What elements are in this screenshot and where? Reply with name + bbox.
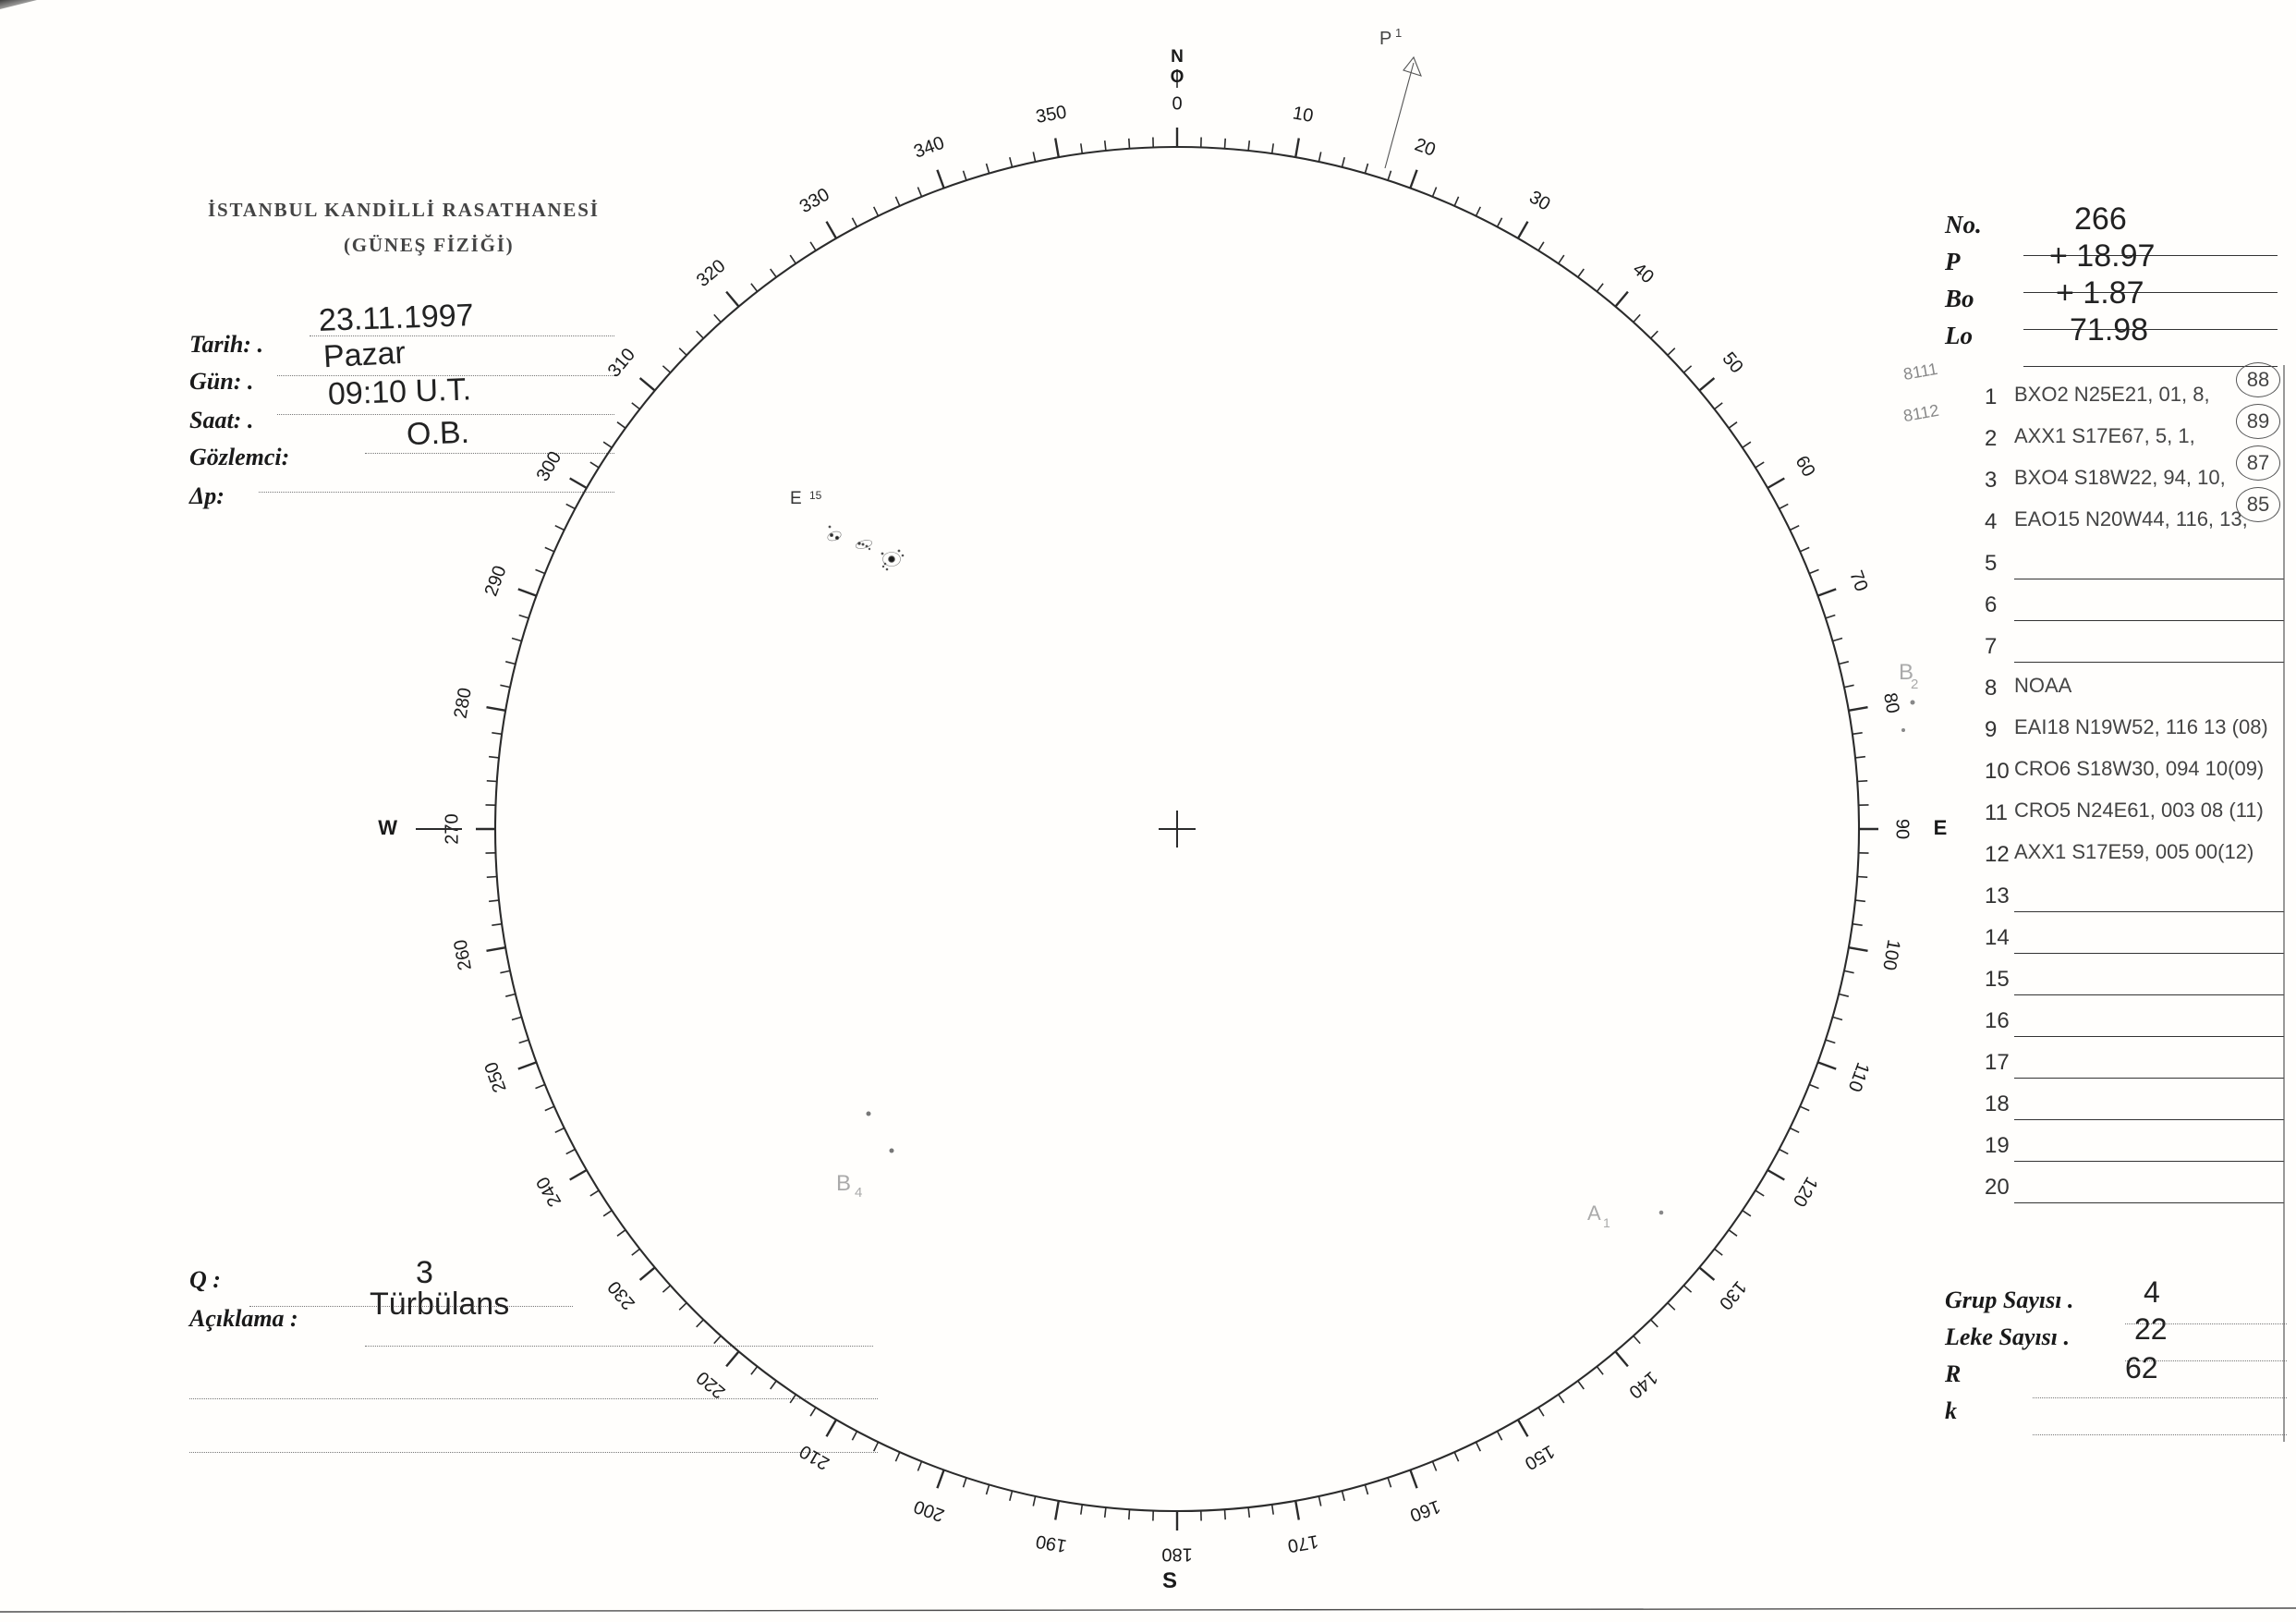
svg-text:E: E bbox=[790, 489, 802, 508]
svg-text:350: 350 bbox=[1034, 102, 1068, 127]
svg-text:240: 240 bbox=[533, 1173, 566, 1210]
svg-text:210: 210 bbox=[796, 1441, 833, 1474]
svg-text:0: 0 bbox=[1172, 93, 1182, 114]
svg-text:250: 250 bbox=[481, 1059, 511, 1095]
svg-text:2: 2 bbox=[1911, 677, 1918, 692]
svg-text:15: 15 bbox=[809, 489, 822, 502]
svg-text:110: 110 bbox=[1844, 1060, 1874, 1094]
svg-text:30: 30 bbox=[1525, 187, 1553, 214]
svg-text:10: 10 bbox=[1291, 103, 1315, 127]
svg-text:S: S bbox=[1162, 1568, 1177, 1593]
svg-text:340: 340 bbox=[911, 133, 947, 163]
svg-text:E: E bbox=[1934, 816, 1948, 839]
svg-text:330: 330 bbox=[796, 185, 833, 218]
svg-text:90: 90 bbox=[1892, 819, 1913, 839]
svg-text:290: 290 bbox=[481, 563, 511, 599]
svg-text:P: P bbox=[1379, 29, 1391, 49]
svg-text:320: 320 bbox=[693, 256, 730, 291]
svg-text:50: 50 bbox=[1719, 348, 1747, 377]
svg-text:O: O bbox=[1171, 67, 1184, 87]
svg-text:300: 300 bbox=[533, 448, 566, 485]
svg-text:280: 280 bbox=[450, 686, 475, 720]
svg-text:170: 170 bbox=[1286, 1531, 1320, 1555]
svg-text:100: 100 bbox=[1878, 938, 1903, 972]
svg-text:70: 70 bbox=[1845, 567, 1871, 593]
svg-text:180: 180 bbox=[1161, 1544, 1192, 1565]
svg-text:40: 40 bbox=[1629, 259, 1658, 287]
svg-text:220: 220 bbox=[693, 1367, 730, 1402]
svg-text:200: 200 bbox=[911, 1495, 947, 1525]
svg-text:1: 1 bbox=[1395, 26, 1402, 40]
svg-text:80: 80 bbox=[1879, 691, 1903, 715]
svg-text:260: 260 bbox=[450, 938, 475, 972]
svg-text:1: 1 bbox=[1603, 1215, 1610, 1230]
svg-text:120: 120 bbox=[1789, 1173, 1822, 1210]
svg-text:230: 230 bbox=[604, 1277, 639, 1314]
svg-text:W: W bbox=[378, 816, 397, 839]
svg-text:4: 4 bbox=[855, 1185, 862, 1201]
svg-text:130: 130 bbox=[1715, 1277, 1750, 1314]
svg-text:B: B bbox=[836, 1171, 851, 1196]
svg-text:310: 310 bbox=[604, 345, 639, 382]
svg-text:N: N bbox=[1171, 47, 1184, 67]
svg-text:160: 160 bbox=[1407, 1495, 1443, 1525]
svg-text:190: 190 bbox=[1034, 1531, 1068, 1555]
svg-text:140: 140 bbox=[1625, 1367, 1662, 1402]
svg-text:150: 150 bbox=[1521, 1441, 1558, 1474]
svg-text:A: A bbox=[1587, 1201, 1601, 1225]
svg-text:20: 20 bbox=[1412, 134, 1438, 160]
svg-text:60: 60 bbox=[1792, 453, 1819, 481]
